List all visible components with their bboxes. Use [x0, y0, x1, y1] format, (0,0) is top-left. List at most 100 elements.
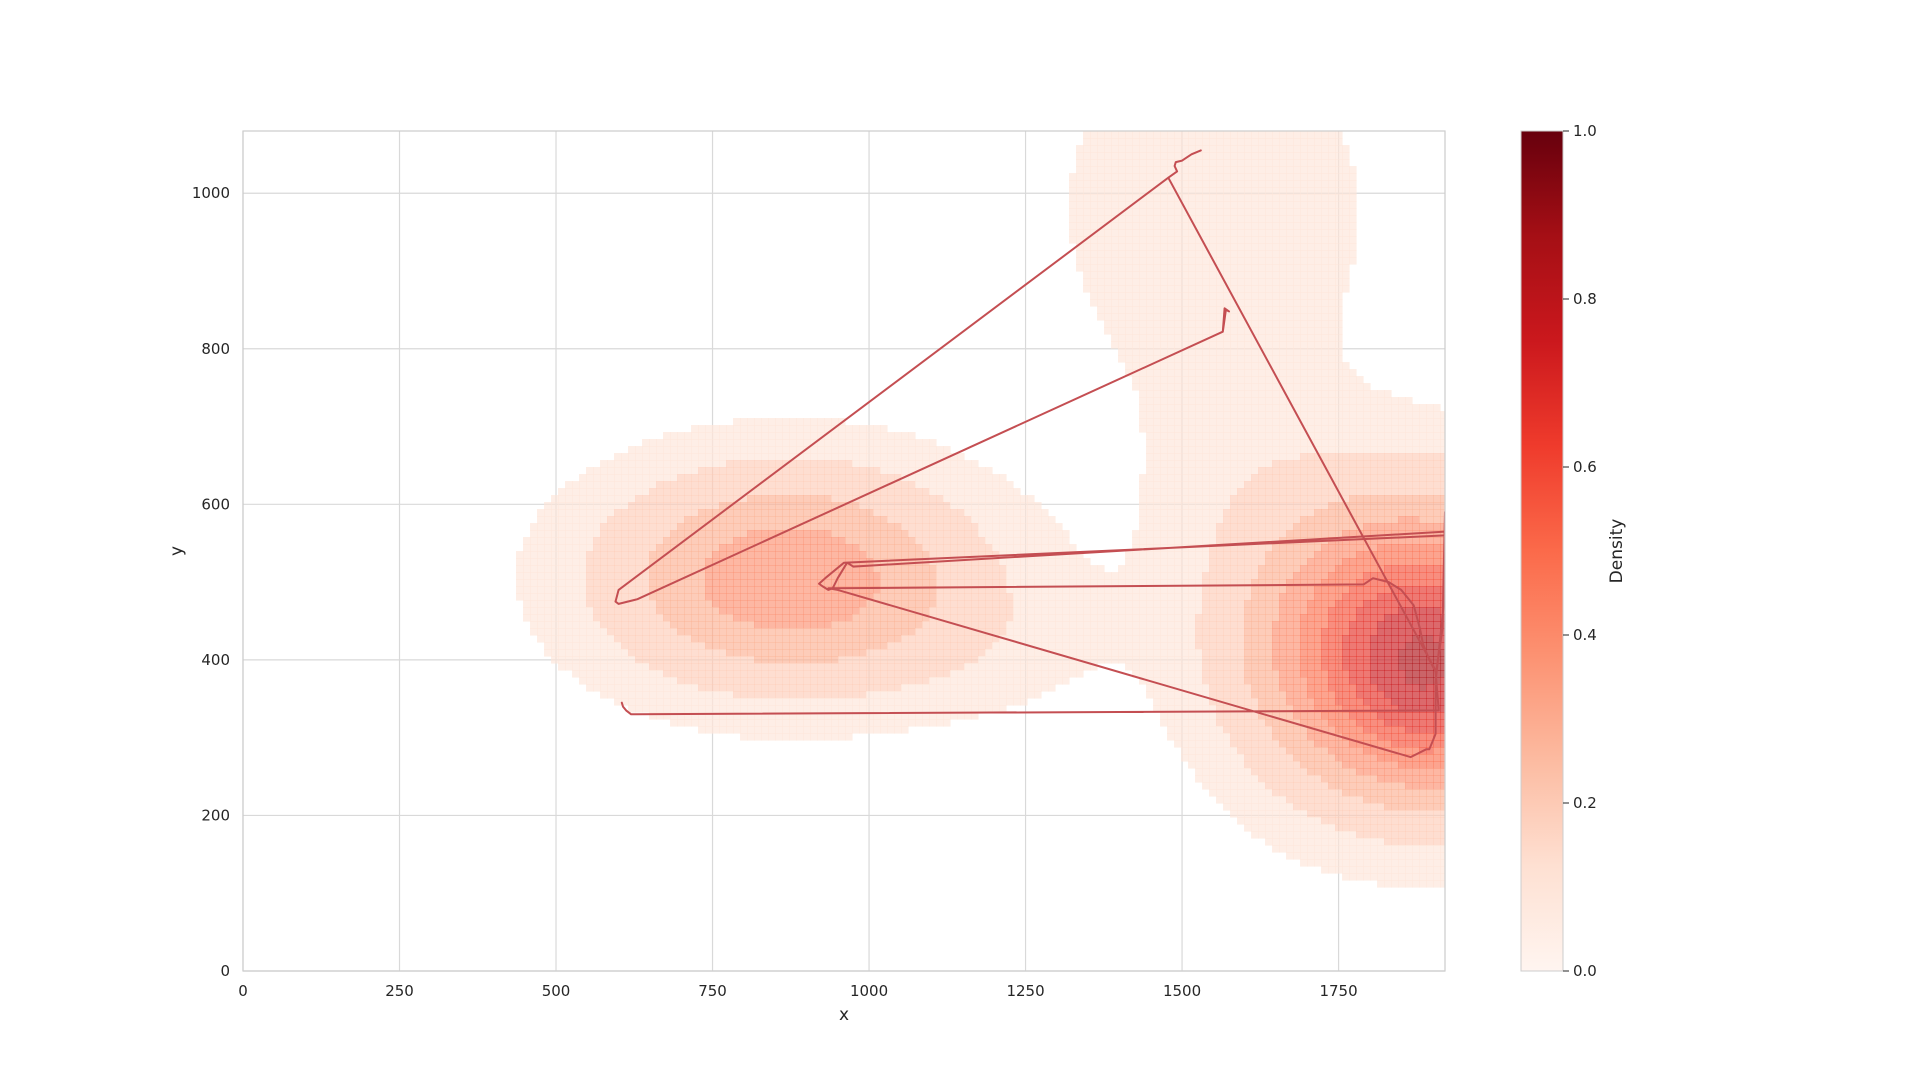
density-cell [698, 481, 706, 489]
density-cell [775, 516, 783, 524]
density-cell [789, 621, 797, 629]
density-cell [1286, 229, 1294, 237]
density-cell [1265, 418, 1273, 426]
density-cell [1328, 187, 1336, 195]
density-cell [1146, 341, 1154, 349]
density-cell [1244, 236, 1252, 244]
density-cell [887, 446, 895, 454]
density-cell [1160, 271, 1168, 279]
density-cell [1293, 243, 1301, 251]
density-cell [1412, 439, 1420, 447]
density-cell [1321, 369, 1329, 377]
density-cell [1426, 411, 1434, 419]
density-cell [1216, 544, 1224, 552]
density-cell [1083, 222, 1091, 230]
density-cell [1209, 194, 1217, 202]
density-cell [1160, 460, 1168, 468]
density-cell [950, 600, 958, 608]
density-cell [600, 502, 608, 510]
density-cell [705, 432, 713, 440]
density-cell [1286, 173, 1294, 181]
density-cell [1181, 460, 1189, 468]
density-cell [775, 600, 783, 608]
density-cell [1300, 572, 1308, 580]
density-cell [1048, 523, 1056, 531]
density-cell [712, 551, 720, 559]
density-cell [887, 516, 895, 524]
density-cell [1307, 334, 1315, 342]
density-cell [1020, 530, 1028, 538]
density-cell [1293, 481, 1301, 489]
density-cell [670, 572, 678, 580]
density-cell [1314, 523, 1322, 531]
density-cell [1426, 544, 1434, 552]
density-cell [712, 607, 720, 615]
density-cell [1321, 355, 1329, 363]
density-cell [1237, 467, 1245, 475]
density-cell [768, 551, 776, 559]
density-cell [901, 579, 909, 587]
density-cell [1216, 215, 1224, 223]
density-cell [726, 579, 734, 587]
density-cell [978, 523, 986, 531]
density-cell [712, 516, 720, 524]
density-cell [999, 586, 1007, 594]
density-cell [978, 467, 986, 475]
density-cell [1125, 271, 1133, 279]
density-cell [1384, 481, 1392, 489]
density-cell [1307, 474, 1315, 482]
density-cell [824, 558, 832, 566]
density-cell [789, 565, 797, 573]
density-cell [1335, 313, 1343, 321]
density-cell [817, 453, 825, 461]
density-cell [1272, 439, 1280, 447]
density-cell [1097, 229, 1105, 237]
density-cell [1230, 460, 1238, 468]
density-cell [1251, 348, 1259, 356]
density-cell [1230, 600, 1238, 608]
density-cell [1125, 222, 1133, 230]
density-cell [530, 628, 538, 636]
density-cell [1279, 579, 1287, 587]
density-cell [684, 495, 692, 503]
density-cell [1335, 551, 1343, 559]
density-cell [1391, 621, 1399, 629]
density-cell [1335, 404, 1343, 412]
density-cell [1174, 390, 1182, 398]
density-cell [866, 495, 874, 503]
density-cell [1272, 495, 1280, 503]
density-cell [1132, 593, 1140, 601]
density-cell [992, 614, 1000, 622]
density-cell [1279, 306, 1287, 314]
density-cell [1279, 187, 1287, 195]
density-cell [1076, 180, 1084, 188]
density-cell [586, 558, 594, 566]
density-cell [1307, 453, 1315, 461]
density-cell [915, 530, 923, 538]
density-cell [1279, 397, 1287, 405]
density-cell [1139, 495, 1147, 503]
density-cell [1174, 530, 1182, 538]
density-cell [936, 502, 944, 510]
density-cell [1265, 481, 1273, 489]
density-cell [936, 509, 944, 517]
density-cell [817, 530, 825, 538]
density-cell [1181, 439, 1189, 447]
density-cell [1328, 264, 1336, 272]
density-cell [1251, 173, 1259, 181]
density-cell [936, 600, 944, 608]
density-cell [1076, 551, 1084, 559]
density-cell [1314, 257, 1322, 265]
density-cell [880, 621, 888, 629]
density-cell [1160, 320, 1168, 328]
density-cell [1335, 250, 1343, 258]
density-cell [873, 593, 881, 601]
density-cell [1069, 600, 1077, 608]
density-cell [1209, 502, 1217, 510]
density-cell [1216, 516, 1224, 524]
density-cell [1377, 544, 1385, 552]
density-cell [698, 572, 706, 580]
density-cell [544, 628, 552, 636]
density-cell [558, 509, 566, 517]
density-cell [1076, 222, 1084, 230]
